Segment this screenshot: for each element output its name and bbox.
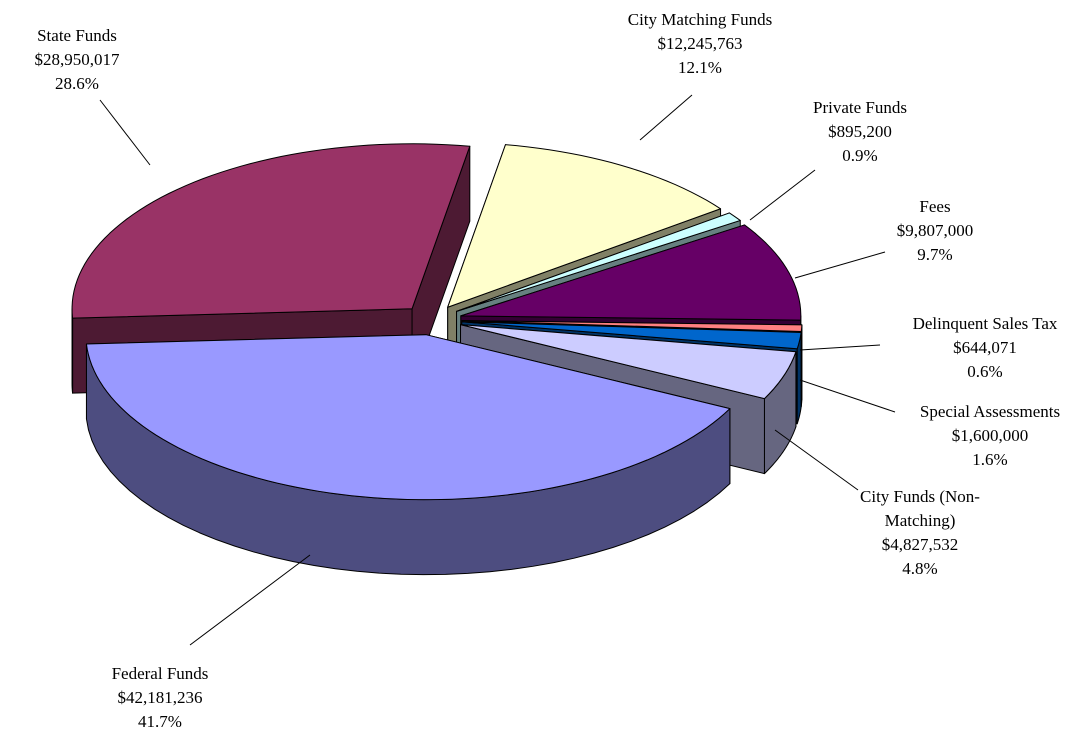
percent-label: 0.9% — [842, 146, 878, 165]
leader-line — [639, 94, 693, 141]
slice-top — [85, 334, 731, 501]
category-name: City Funds (Non-Matching) — [860, 487, 980, 530]
percent-label: 4.8% — [902, 559, 938, 578]
pie-slice — [85, 334, 731, 576]
value-label: $28,950,017 — [34, 50, 120, 69]
value-label: $12,245,763 — [657, 34, 743, 53]
value-label: $4,827,532 — [881, 535, 959, 554]
slice-label: City Funds (Non-Matching) $4,827,532 4.8% — [855, 485, 985, 581]
slice-top — [460, 324, 797, 400]
value-label: $9,807,000 — [896, 221, 974, 240]
category-name: Special Assessments — [919, 402, 1061, 421]
slice-label: Federal Funds $42,181,236 41.7% — [112, 662, 209, 734]
slice-label: State Funds $28,950,017 28.6% — [35, 24, 120, 96]
slice-top — [71, 143, 471, 319]
slice-label: Fees $9,807,000 9.7% — [897, 195, 974, 267]
value-label: $1,600,000 — [951, 426, 1029, 445]
leader-line — [99, 99, 151, 166]
category-name: Fees — [919, 197, 951, 216]
value-label: $895,200 — [828, 122, 892, 141]
category-name: City Matching Funds — [627, 10, 773, 29]
percent-label: 1.6% — [972, 450, 1008, 469]
slice-top — [456, 212, 741, 312]
category-name: Federal Funds — [111, 664, 209, 683]
slice-wall — [71, 308, 74, 394]
percent-label: 9.7% — [917, 245, 953, 264]
percent-label: 0.6% — [967, 362, 1003, 381]
slice-label: Delinquent Sales Tax $644,071 0.6% — [913, 312, 1058, 384]
leader-line — [799, 344, 881, 351]
leader-line — [799, 379, 896, 413]
category-name: Private Funds — [813, 98, 907, 117]
category-name: State Funds — [37, 26, 117, 45]
leader-line — [774, 429, 859, 491]
slice-top — [447, 144, 722, 308]
slice-top — [461, 321, 802, 350]
leader-line — [749, 169, 816, 221]
percent-label: 41.7% — [138, 712, 182, 731]
value-label: $42,181,236 — [117, 688, 203, 707]
slice-top — [460, 224, 802, 321]
leader-line — [189, 554, 311, 646]
slice-label: Private Funds $895,200 0.9% — [813, 96, 907, 168]
slice-label: City Matching Funds $12,245,763 12.1% — [628, 8, 773, 80]
leader-line — [794, 251, 886, 279]
slice-label: Special Assessments $1,600,000 1.6% — [920, 400, 1060, 472]
percent-label: 28.6% — [55, 74, 99, 93]
percent-label: 12.1% — [678, 58, 722, 77]
category-name: Delinquent Sales Tax — [912, 314, 1058, 333]
slice-top — [461, 320, 803, 332]
value-label: $644,071 — [953, 338, 1017, 357]
